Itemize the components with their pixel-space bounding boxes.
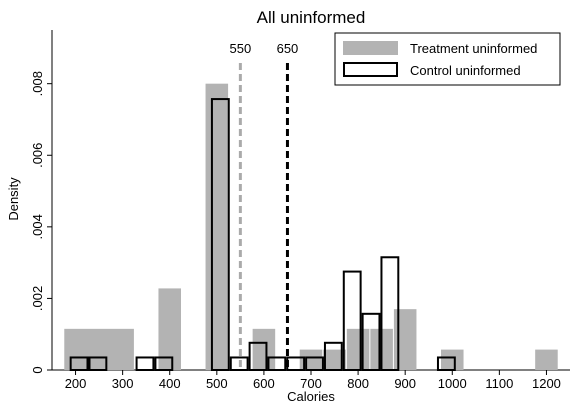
control-bar: [135, 356, 155, 372]
y-tick-label: .008: [30, 71, 45, 96]
control-bar: [88, 356, 108, 372]
control-bar: [267, 356, 287, 372]
control-bar: [323, 341, 343, 371]
legend-swatch-treatment: [343, 41, 398, 55]
treatment-bar: [158, 288, 181, 370]
treatment-bar: [535, 349, 558, 370]
control-bar: [210, 98, 230, 372]
treatment-bar: [346, 328, 370, 370]
control-bar: [286, 356, 306, 372]
x-axis-label: Calories: [287, 389, 335, 404]
y-axis-label: Density: [6, 177, 21, 221]
treatment-bar: [205, 83, 229, 371]
reference-line-label: 550: [230, 41, 252, 56]
legend-swatch-control: [343, 62, 398, 77]
control-bar: [229, 356, 249, 372]
plot-area: 0 .002 .004 .006 .008 200 300 400 500 600 700 800 90…: [30, 30, 570, 391]
control-bar: [305, 356, 324, 372]
x-tick-label: 200: [65, 376, 87, 391]
x-tick-label: 600: [253, 376, 275, 391]
control-bar: [342, 270, 362, 371]
x-tick-label: 300: [112, 376, 134, 391]
x-tick-label: 1200: [532, 376, 561, 391]
y-tick-label: .002: [30, 286, 45, 311]
legend-label-control: Control uninformed: [410, 63, 521, 78]
control-bar: [380, 256, 400, 371]
x-tick-label: 500: [206, 376, 228, 391]
treatment-bar: [252, 328, 276, 370]
y-tick-label: .006: [30, 143, 45, 168]
legend-label-treatment: Treatment uninformed: [410, 41, 537, 56]
x-tick-label: 1000: [438, 376, 467, 391]
treatment-bar: [393, 309, 417, 370]
x-tick-label: 900: [394, 376, 416, 391]
control-bar: [248, 341, 268, 371]
legend: Treatment uninformed Control uninformed: [334, 32, 561, 86]
x-tick-label: 700: [300, 376, 322, 391]
y-tick-label: .004: [30, 214, 45, 239]
reference-line-label: 650: [277, 41, 299, 56]
treatment-bar: [64, 328, 134, 370]
x-tick-label: 1100: [485, 376, 513, 391]
control-bar: [154, 356, 174, 372]
x-tick-label: 800: [347, 376, 369, 391]
treatment-bar: [323, 349, 346, 370]
y-tick-label: 0: [30, 366, 45, 373]
chart-title: All uninformed: [257, 8, 366, 27]
treatment-bar: [299, 349, 323, 370]
control-bar: [436, 356, 456, 372]
control-bar: [69, 356, 89, 372]
control-bar: [361, 312, 381, 371]
x-tick-label: 400: [159, 376, 181, 391]
treatment-bar: [441, 349, 464, 370]
